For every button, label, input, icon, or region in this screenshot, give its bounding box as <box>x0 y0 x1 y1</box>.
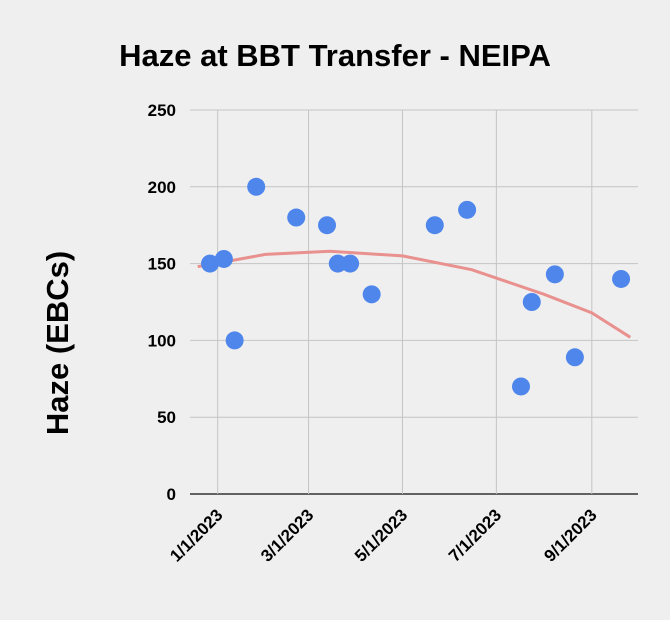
data-point <box>425 216 444 235</box>
y-tick-label: 250 <box>148 101 176 120</box>
x-tick-label: 5/1/2023 <box>351 505 411 565</box>
y-tick-label: 150 <box>148 255 176 274</box>
x-tick-label: 3/1/2023 <box>257 505 317 565</box>
data-point <box>318 216 337 235</box>
x-tick-label: 1/1/2023 <box>166 505 226 565</box>
y-tick-label: 100 <box>148 331 176 350</box>
data-point <box>287 208 306 227</box>
data-point <box>225 331 244 350</box>
data-point <box>522 293 541 311</box>
data-point <box>328 254 347 273</box>
data-point <box>458 200 477 219</box>
y-tick-label: 50 <box>157 408 176 427</box>
x-tick-label: 7/1/2023 <box>445 505 505 565</box>
chart-title: Haze at BBT Transfer - NEIPA <box>119 38 551 73</box>
y-tick-label: 0 <box>167 485 176 504</box>
data-point <box>545 265 564 284</box>
data-point <box>511 377 530 396</box>
y-tick-label: 200 <box>148 178 176 197</box>
data-point <box>362 285 381 304</box>
data-point <box>565 348 584 367</box>
x-tick-label: 9/1/2023 <box>540 505 600 565</box>
y-axis-label: Haze (EBCs) <box>40 251 75 435</box>
trendline <box>197 249 632 339</box>
data-point <box>201 254 220 273</box>
data-point <box>247 177 266 196</box>
data-point <box>612 269 631 288</box>
data-point <box>341 254 360 273</box>
data-point <box>214 249 233 268</box>
